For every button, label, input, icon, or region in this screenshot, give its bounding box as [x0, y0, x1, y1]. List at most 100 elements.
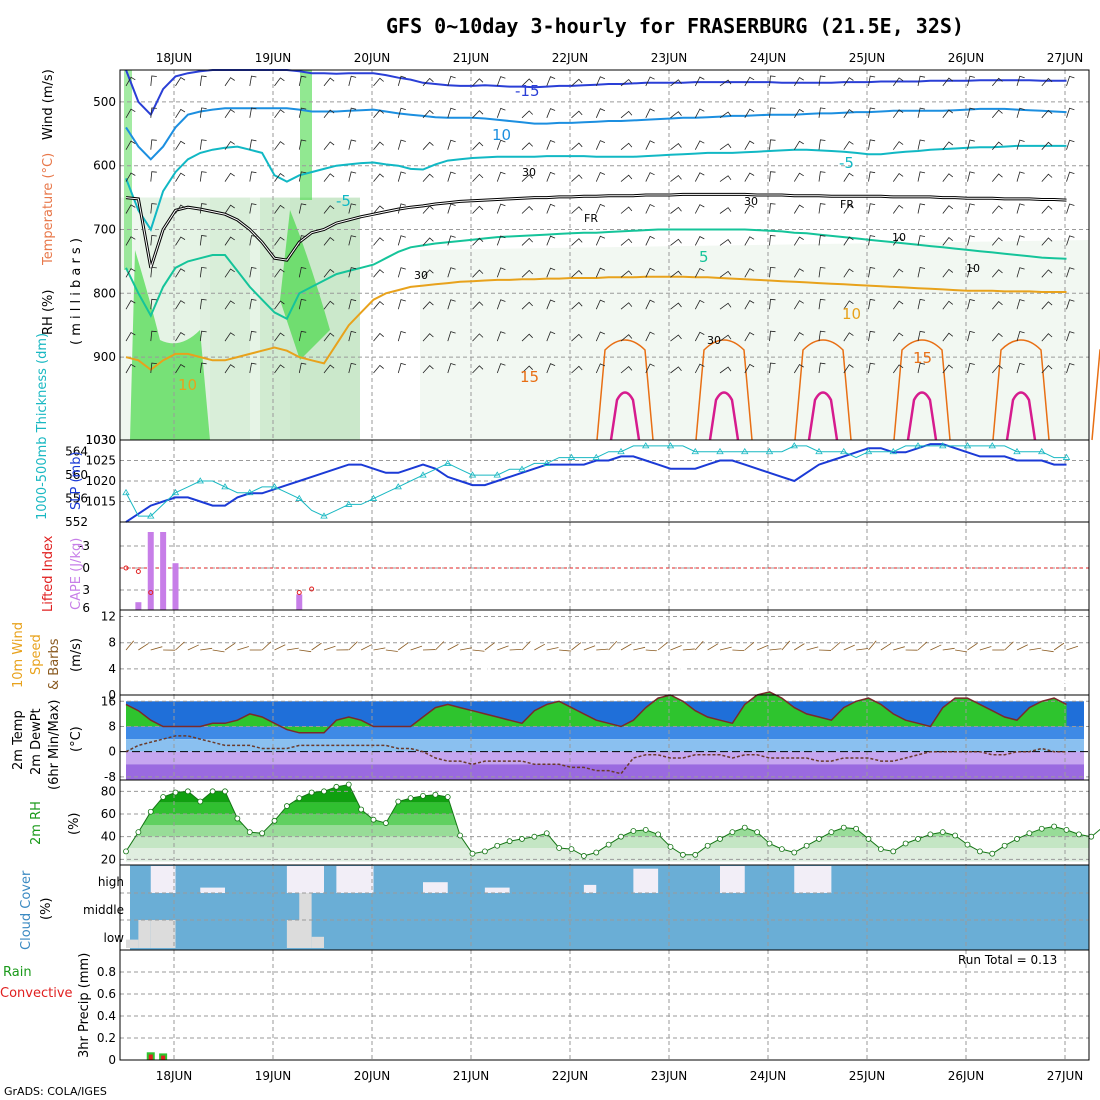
- wind10-barb: [955, 649, 968, 653]
- bottom-date-label: 23JUN: [651, 1069, 688, 1083]
- wind-barb: [298, 139, 307, 150]
- wind10-barb: [534, 643, 546, 651]
- wind10-barb: [868, 640, 877, 651]
- wind-barb: [175, 204, 186, 214]
- thickness-axis-title: 1000-500mb Thickness (dm): [35, 333, 50, 520]
- lifted-index-point: [309, 586, 315, 592]
- lifted-tick-label: -3: [78, 539, 90, 553]
- wind-barb: [447, 331, 456, 342]
- wind-barb: [892, 204, 904, 214]
- wind-barb: [175, 268, 186, 278]
- wind10-marker: [791, 662, 798, 669]
- wind-barb: [571, 174, 583, 182]
- rh-marker: [420, 792, 426, 799]
- wind-barb: [967, 171, 975, 182]
- wind-barb: [818, 298, 826, 310]
- wind-barb: [1066, 75, 1075, 87]
- wind10-barb: [546, 647, 559, 651]
- wind-barb: [472, 365, 484, 374]
- wind10-barb: [608, 640, 618, 651]
- rh-marker: [382, 820, 389, 826]
- wind-barb: [942, 205, 954, 214]
- wind-barb: [744, 268, 755, 278]
- wind10-marker: [444, 623, 451, 630]
- wind-barb: [868, 330, 876, 342]
- lifted-axis-title: Lifted Index: [41, 535, 56, 612]
- wind10-barb: [571, 642, 582, 651]
- pressure-tick-label: 800: [93, 286, 116, 300]
- wind-barb: [991, 364, 1003, 374]
- wind-barb: [595, 267, 606, 278]
- wind10-barb: [460, 647, 472, 651]
- wind-barb: [496, 299, 506, 310]
- wind-barb: [670, 206, 682, 214]
- top-date-label: 25JUN: [849, 51, 886, 65]
- pressure-panel: -15 10 -5 -5 5 10 15 15 10 FR FR 30 30 1…: [85, 69, 1100, 447]
- wind-barb: [571, 333, 583, 342]
- wind-barb: [843, 300, 854, 310]
- temp-tick-label: 16: [101, 694, 116, 708]
- wind10-marker: [667, 656, 674, 663]
- rh-shade: [130, 250, 210, 440]
- contour-label-p15: 15: [913, 349, 932, 367]
- wind-barb: [595, 363, 606, 374]
- wind-barb: [818, 266, 826, 278]
- rh-marker: [729, 829, 736, 836]
- wind-barb: [249, 203, 257, 214]
- precip-tick-label: 0: [108, 1053, 116, 1067]
- wind-barb: [1041, 109, 1053, 119]
- wind-barb: [843, 364, 854, 374]
- bottom-date-label: 27JUN: [1047, 1069, 1084, 1083]
- wind-barb: [818, 171, 826, 182]
- rh-marker: [915, 836, 921, 842]
- wind-barb: [843, 172, 854, 182]
- wind-barb: [1016, 75, 1025, 87]
- pressure-tick-label: 900: [93, 350, 116, 364]
- wind10-marker: [976, 672, 983, 679]
- thickness-marker: [196, 477, 204, 484]
- wind10-marker: [209, 636, 216, 643]
- wind-barb: [274, 109, 285, 119]
- wind-barb: [125, 268, 136, 278]
- rh-marker: [543, 830, 550, 837]
- thickness-marker: [1062, 453, 1071, 460]
- wind-barb: [521, 174, 533, 182]
- wind-barb: [967, 107, 975, 118]
- rh-marker: [481, 848, 488, 855]
- wind-barb: [323, 205, 335, 214]
- thickness-marker: [543, 459, 551, 466]
- rh-marker: [1026, 830, 1033, 837]
- wind10-barb: [645, 649, 658, 652]
- wind-barb: [744, 331, 755, 342]
- wind-barb: [595, 76, 606, 87]
- wind-barb: [348, 171, 357, 182]
- precip-tick-label: 0.8: [97, 965, 116, 979]
- wind-barb: [224, 236, 235, 246]
- wind-barb: [744, 172, 755, 182]
- thickness-marker: [592, 453, 600, 460]
- wind10-marker: [135, 616, 142, 623]
- wind-barb: [249, 362, 257, 374]
- contour-label-p10b: 10: [178, 376, 197, 394]
- wind-barb: [719, 302, 732, 310]
- wind10-marker: [123, 613, 129, 620]
- temp-tick-label: -8: [104, 770, 116, 784]
- precip-convective-bar: [161, 1055, 166, 1060]
- wind-barb: [719, 270, 732, 278]
- temp-tick-label: 0: [108, 745, 116, 759]
- thickness-marker: [221, 483, 229, 490]
- rh-marker: [395, 798, 402, 805]
- wind10-marker: [147, 623, 154, 630]
- wind10-barb: [633, 646, 646, 651]
- wind-barb: [818, 235, 826, 246]
- rh-marker: [580, 853, 587, 859]
- wind10-marker: [420, 669, 426, 676]
- thickness-marker: [716, 447, 724, 455]
- bottom-date-label: 20JUN: [354, 1069, 391, 1083]
- wind10-marker: [741, 616, 748, 623]
- wind-barb: [521, 269, 533, 278]
- wind-barb: [571, 270, 583, 278]
- wind-barb: [769, 139, 776, 150]
- rh-marker: [1075, 831, 1082, 838]
